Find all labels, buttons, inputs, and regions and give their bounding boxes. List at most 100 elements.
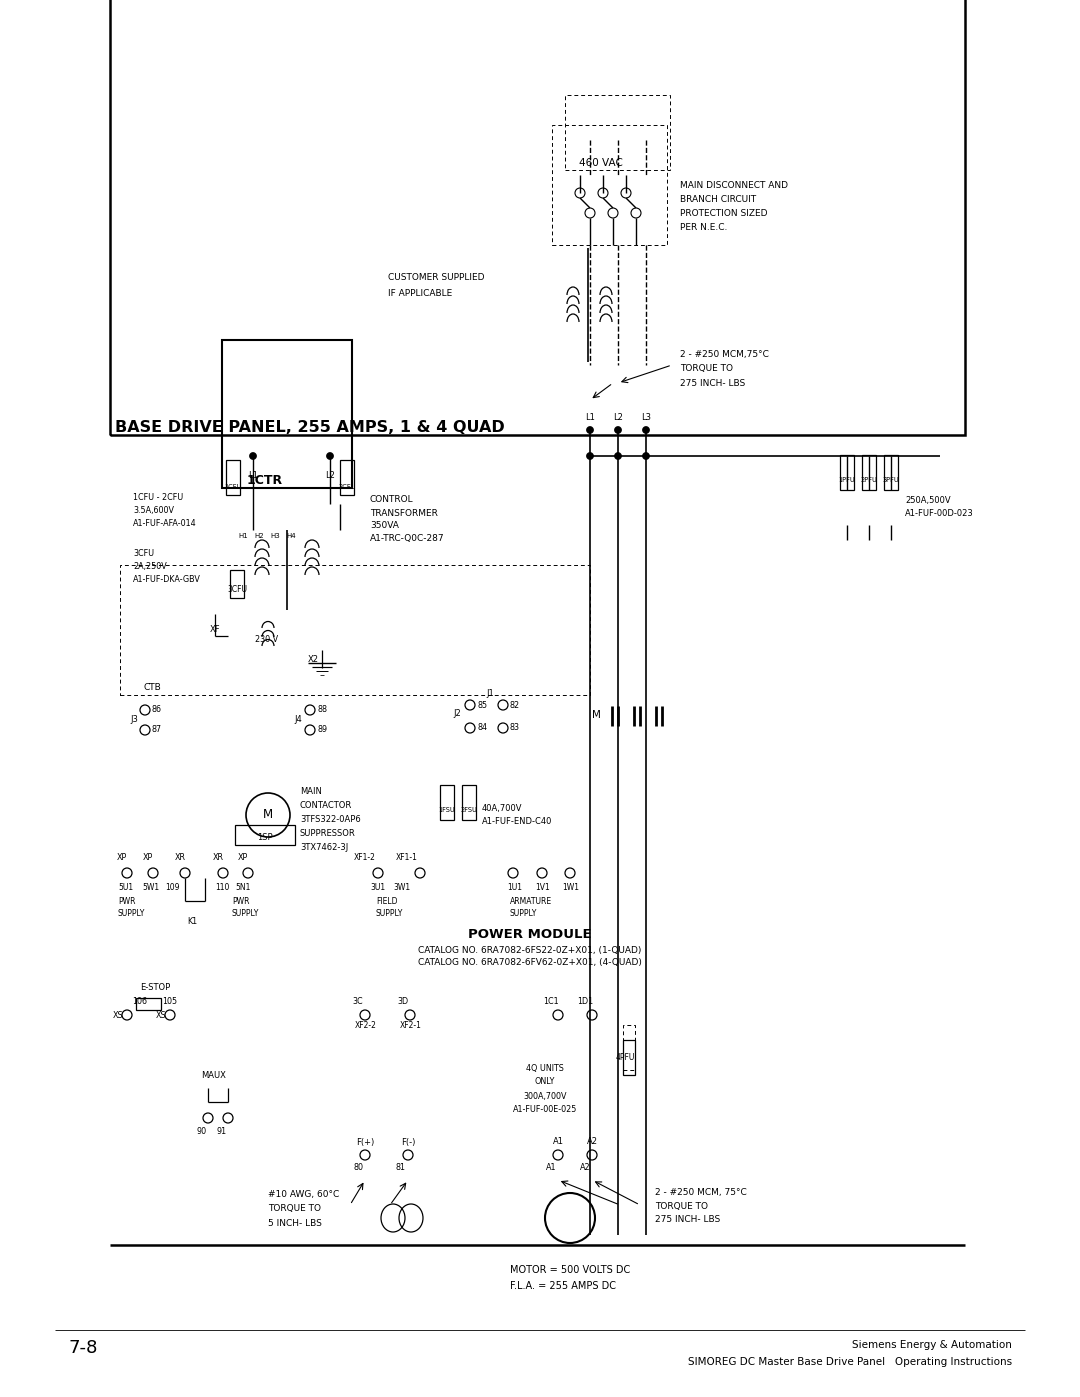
Text: 3CFU: 3CFU — [227, 584, 247, 594]
Text: 106: 106 — [132, 997, 147, 1006]
Circle shape — [148, 868, 158, 877]
Text: IF APPLICABLE: IF APPLICABLE — [388, 289, 453, 298]
Text: Siemens Energy & Automation: Siemens Energy & Automation — [852, 1340, 1012, 1350]
Text: SUPPLY: SUPPLY — [118, 909, 146, 918]
Text: 5W1: 5W1 — [141, 883, 159, 893]
Circle shape — [326, 453, 334, 460]
Text: CUSTOMER SUPPLIED: CUSTOMER SUPPLIED — [388, 274, 485, 282]
Text: 3U1: 3U1 — [370, 883, 386, 893]
Text: F(-): F(-) — [401, 1137, 415, 1147]
Circle shape — [360, 1010, 370, 1020]
Bar — [565, 95, 670, 170]
Text: A1-FUF-AFA-014: A1-FUF-AFA-014 — [133, 520, 197, 528]
Text: MAUX: MAUX — [202, 1070, 227, 1080]
Text: XR: XR — [175, 854, 186, 862]
Bar — [440, 785, 454, 820]
Text: PWR: PWR — [118, 897, 135, 905]
Text: 3CFU: 3CFU — [133, 549, 154, 557]
Text: H4: H4 — [286, 534, 296, 539]
Text: 83: 83 — [510, 724, 519, 732]
Bar — [226, 460, 240, 495]
Circle shape — [218, 868, 228, 877]
Text: 3TFS322-0AP6: 3TFS322-0AP6 — [300, 816, 361, 824]
Text: XF2-1: XF2-1 — [400, 1020, 422, 1030]
Text: H2: H2 — [254, 534, 264, 539]
Text: SUPPRESSOR: SUPPRESSOR — [300, 830, 355, 838]
Circle shape — [465, 700, 475, 710]
Text: 84: 84 — [477, 724, 487, 732]
Text: SUPPLY: SUPPLY — [232, 909, 259, 918]
Circle shape — [498, 724, 508, 733]
Text: SIMOREG DC Master Base Drive Panel   Operating Instructions: SIMOREG DC Master Base Drive Panel Opera… — [688, 1356, 1012, 1368]
Text: 230 V: 230 V — [255, 636, 279, 644]
Text: XF2-2: XF2-2 — [355, 1020, 377, 1030]
Text: L2: L2 — [613, 414, 623, 422]
Circle shape — [537, 868, 546, 877]
Circle shape — [498, 700, 508, 710]
Circle shape — [586, 453, 594, 460]
Text: XS: XS — [156, 1010, 166, 1020]
Text: 3.5A,600V: 3.5A,600V — [133, 507, 174, 515]
Text: K1: K1 — [187, 916, 197, 925]
Text: 2A,250V: 2A,250V — [133, 562, 166, 570]
Text: 2 - #250 MCM,75°C: 2 - #250 MCM,75°C — [680, 351, 769, 359]
Circle shape — [508, 868, 518, 877]
Bar — [340, 460, 354, 495]
Text: 1W1: 1W1 — [562, 883, 579, 893]
Text: 275 INCH- LBS: 275 INCH- LBS — [680, 379, 745, 387]
Text: M: M — [592, 710, 600, 719]
Text: F.L.A. = 255 AMPS DC: F.L.A. = 255 AMPS DC — [510, 1281, 616, 1291]
Text: 89: 89 — [318, 725, 327, 735]
Text: J4: J4 — [294, 715, 302, 725]
Text: XF: XF — [210, 624, 220, 633]
Circle shape — [305, 705, 315, 715]
Text: FIELD: FIELD — [376, 897, 397, 905]
Text: 85: 85 — [477, 700, 487, 710]
Text: 7-8: 7-8 — [68, 1338, 97, 1356]
Text: BRANCH CIRCUIT: BRANCH CIRCUIT — [680, 194, 756, 204]
Circle shape — [222, 1113, 233, 1123]
Text: CATALOG NO. 6RA7082-6FV62-0Z+X01, (4-QUAD): CATALOG NO. 6RA7082-6FV62-0Z+X01, (4-QUA… — [418, 958, 642, 968]
Text: 4PFU: 4PFU — [616, 1053, 635, 1063]
Circle shape — [643, 453, 649, 460]
Text: 1C1: 1C1 — [543, 997, 558, 1006]
Text: A2: A2 — [586, 1137, 597, 1147]
Bar — [222, 339, 352, 488]
Circle shape — [165, 1010, 175, 1020]
Text: 3D: 3D — [397, 997, 408, 1006]
Text: 1PFU: 1PFU — [839, 476, 855, 483]
Text: 91: 91 — [217, 1127, 227, 1137]
Circle shape — [249, 453, 257, 460]
Text: 82: 82 — [510, 700, 521, 710]
Bar — [230, 570, 244, 598]
Circle shape — [586, 426, 594, 433]
Text: 275 INCH- LBS: 275 INCH- LBS — [654, 1215, 720, 1225]
Bar — [235, 826, 295, 845]
Text: 3W1: 3W1 — [393, 883, 410, 893]
Circle shape — [140, 705, 150, 715]
Circle shape — [588, 1150, 597, 1160]
Text: E-STOP: E-STOP — [140, 983, 171, 992]
Circle shape — [305, 725, 315, 735]
Text: 1FSU: 1FSU — [438, 807, 456, 813]
Text: MOTOR = 500 VOLTS DC: MOTOR = 500 VOLTS DC — [510, 1266, 631, 1275]
Circle shape — [608, 208, 618, 218]
Text: CATALOG NO. 6RA7082-6FS22-0Z+X01, (1-QUAD): CATALOG NO. 6RA7082-6FS22-0Z+X01, (1-QUA… — [418, 946, 642, 954]
Circle shape — [643, 426, 649, 433]
Circle shape — [575, 189, 585, 198]
Circle shape — [621, 189, 631, 198]
Circle shape — [598, 189, 608, 198]
Text: #10 AWG, 60°C: #10 AWG, 60°C — [268, 1190, 339, 1200]
Text: ARMATURE: ARMATURE — [510, 897, 552, 905]
Text: 250A,500V: 250A,500V — [905, 496, 950, 504]
Text: 5N1: 5N1 — [235, 883, 251, 893]
Text: A1: A1 — [553, 1137, 564, 1147]
Text: 4Q UNITS: 4Q UNITS — [526, 1063, 564, 1073]
Text: TRANSFORMER: TRANSFORMER — [370, 509, 437, 517]
Circle shape — [203, 1113, 213, 1123]
Text: BASE DRIVE PANEL, 255 AMPS, 1 & 4 QUAD: BASE DRIVE PANEL, 255 AMPS, 1 & 4 QUAD — [114, 420, 504, 436]
Bar — [840, 455, 854, 490]
Text: 3C: 3C — [353, 997, 363, 1006]
Text: 2PFU: 2PFU — [861, 476, 877, 483]
Text: TORQUE TO: TORQUE TO — [680, 365, 733, 373]
